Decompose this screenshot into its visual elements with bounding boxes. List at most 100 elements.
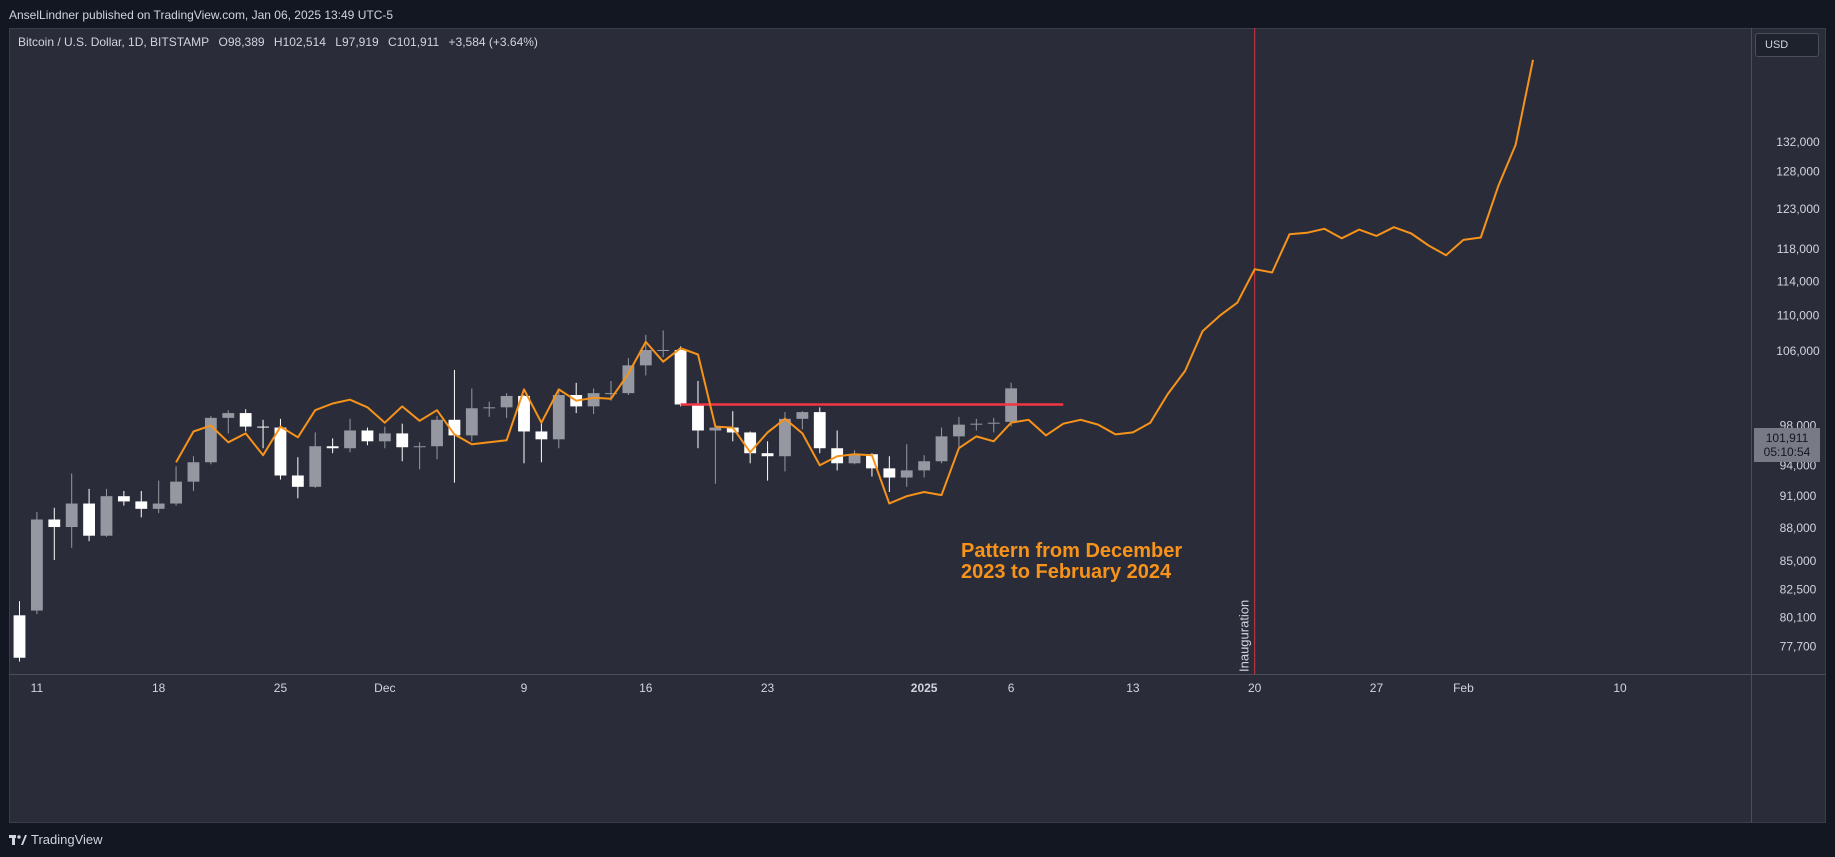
candle-body <box>692 404 704 431</box>
candle-body <box>639 349 652 366</box>
publish-bar: AnselLindner published on TradingView.co… <box>0 0 1835 28</box>
y-tick-label: 106,000 <box>1776 344 1820 358</box>
candle-body <box>518 395 530 432</box>
candle-body <box>987 422 1000 424</box>
x-tick-label: 9 <box>521 681 528 695</box>
y-tick-label: 91,000 <box>1780 489 1817 503</box>
symbol-legend: Bitcoin / U.S. Dollar, 1D, BITSTAMP O98,… <box>18 35 544 49</box>
footer-bar: TradingView <box>0 823 1835 857</box>
y-tick-label: 110,000 <box>1777 309 1820 323</box>
candle-body <box>326 446 339 449</box>
y-tick-label: 77,700 <box>1780 640 1817 654</box>
y-tick-label: 132,000 <box>1776 135 1820 149</box>
candle-body <box>813 412 826 449</box>
ohlc-change: +3,584 (+3.64%) <box>448 35 538 49</box>
candle-body <box>413 446 426 448</box>
candle-body <box>13 615 26 658</box>
candle-body <box>361 430 374 442</box>
candle-body <box>431 419 443 447</box>
candle-body <box>883 468 896 478</box>
candle-body <box>65 503 78 528</box>
candle-body <box>222 413 235 418</box>
inauguration-label: Inauguration <box>1237 600 1252 672</box>
candle-body <box>726 427 739 433</box>
candle-body <box>30 519 43 611</box>
x-tick-label: 2025 <box>911 681 938 695</box>
y-tick-label: 128,000 <box>1776 164 1820 178</box>
candle-body <box>796 412 809 419</box>
candle-body <box>953 424 965 437</box>
y-tick-label: 82,500 <box>1780 583 1817 597</box>
candle-body <box>779 418 791 457</box>
ohlc-low: L97,919 <box>335 35 379 49</box>
candle-body <box>587 393 600 407</box>
projection-line <box>175 59 1534 505</box>
y-tick-label: 85,000 <box>1780 554 1817 568</box>
y-tick-label: 123,000 <box>1776 202 1820 216</box>
candle-body <box>744 432 757 454</box>
candle-body <box>274 427 287 476</box>
x-tick-label: Feb <box>1453 681 1474 695</box>
y-tick-label: 88,000 <box>1780 521 1817 535</box>
candle-body <box>344 430 356 449</box>
x-tick-label: 23 <box>761 681 775 695</box>
x-tick-label: 25 <box>274 681 288 695</box>
candle-body <box>152 503 165 509</box>
ohlc-open: O98,389 <box>218 35 265 49</box>
candle-body <box>309 446 322 487</box>
candle-body <box>900 470 913 478</box>
candle-body <box>204 417 217 463</box>
x-tick-label: 10 <box>1613 681 1627 695</box>
x-tick-label: 16 <box>639 681 653 695</box>
candle-body <box>552 395 565 440</box>
x-tick-label: 20 <box>1248 681 1262 695</box>
candle-body <box>674 349 687 405</box>
candle-body <box>100 496 113 536</box>
candle-body <box>535 431 548 440</box>
candle-body <box>622 365 635 394</box>
candle-body <box>605 393 617 395</box>
candle-body <box>239 413 252 427</box>
candle-body <box>448 419 461 436</box>
candle-body <box>970 423 983 425</box>
chart-pane[interactable] <box>9 28 1826 823</box>
candle-body <box>117 496 130 502</box>
y-tick-label: 80,100 <box>1780 611 1817 625</box>
x-tick-label: 27 <box>1370 681 1384 695</box>
candle-body <box>500 395 513 408</box>
annotation-line-1: Pattern from December <box>961 540 1182 562</box>
annotation-line-2: 2023 to February 2024 <box>961 561 1172 583</box>
ohlc-high: H102,514 <box>273 35 326 49</box>
x-tick-label: 6 <box>1008 681 1015 695</box>
x-tick-label: 11 <box>31 681 44 695</box>
candle-body <box>709 427 722 431</box>
candle-body <box>761 453 774 457</box>
publish-info: AnselLindner published on TradingView.co… <box>9 8 394 22</box>
y-tick-label: 118,000 <box>1777 242 1820 256</box>
candle-body <box>48 519 61 528</box>
candle-body <box>848 454 861 464</box>
tradingview-logo-icon <box>9 834 27 845</box>
x-tick-label: 13 <box>1126 681 1140 695</box>
last-price-value: 101,911 <box>1765 431 1809 445</box>
candle-body <box>291 475 304 487</box>
candle-body <box>187 462 200 482</box>
candle-body <box>257 426 269 428</box>
candle-body <box>935 436 948 462</box>
candle-body <box>866 454 878 469</box>
brand-label: TradingView <box>31 832 103 847</box>
candle-body <box>918 461 931 471</box>
currency-selector[interactable]: USD <box>1755 33 1819 57</box>
candle-body <box>483 407 496 409</box>
candle-body <box>396 433 409 448</box>
ohlc-close: C101,911 <box>388 35 440 49</box>
candle-body <box>135 501 148 509</box>
candle-body <box>657 349 670 351</box>
bar-countdown: 05:10:54 <box>1763 445 1811 459</box>
tradingview-brand[interactable]: TradingView <box>9 832 103 847</box>
x-tick-label: 18 <box>152 681 166 695</box>
candle-body <box>83 503 96 536</box>
candle-body <box>465 408 478 436</box>
symbol-name: Bitcoin / U.S. Dollar, 1D, BITSTAMP <box>18 35 210 49</box>
price-chart[interactable]: 77,70080,10082,50085,00088,00091,00094,0… <box>9 28 1826 823</box>
